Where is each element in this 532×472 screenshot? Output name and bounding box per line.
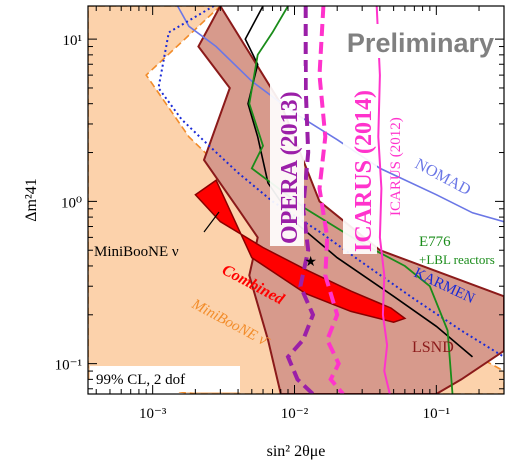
lsnd-label: LSND: [412, 339, 454, 356]
preliminary-backdrop: [338, 24, 498, 58]
miniboone-antineutrino-boundary: [88, 6, 504, 394]
preliminary-label: Preliminary: [347, 28, 494, 58]
cl-note-backdrop: [90, 366, 240, 392]
y-tick-label: 10⁰: [61, 195, 82, 211]
opera-label-backdrop: [270, 66, 304, 246]
icarus-2014-label-backdrop: [343, 66, 377, 254]
x-tick-label: 10⁻²: [281, 406, 309, 422]
x-axis-title: sin² 2θμe: [267, 443, 326, 460]
e776-label: E776: [419, 234, 451, 250]
icarus-2012-label: ICARUS (2012): [388, 117, 404, 216]
miniboone-antineutrino-region: [88, 6, 504, 394]
y-tick-label: 10¹: [63, 33, 83, 49]
axis-ticks: 10⁻³ 10⁻² 10⁻¹ 10⁻¹ 10⁰ 10¹: [55, 6, 504, 422]
miniboone-neutrino-pointer: [203, 211, 220, 233]
opera-label: OPERA (2013): [277, 91, 303, 244]
cl-note: 99% CL, 2 dof: [96, 372, 185, 388]
miniboone-neutrino-label: MiniBooNE ν: [94, 244, 179, 260]
nomad-exclusion-curve: [176, 6, 504, 223]
best-fit-marker: ★: [304, 255, 317, 270]
y-tick-label: 10⁻¹: [55, 358, 82, 374]
icarus-2014-label: ICARUS (2014): [351, 90, 377, 252]
icarus-2014-exclusion-curve: [317, 6, 345, 394]
miniboone-neutrino-curve: [244, 6, 474, 358]
plot-frame: [87, 5, 505, 395]
karmen-exclusion-curve: [157, 6, 504, 358]
opera-2013-exclusion-curve: [285, 6, 316, 394]
e776-sub-label: +LBL reactors: [419, 252, 495, 267]
icarus-2012-exclusion-curve: [375, 6, 391, 394]
x-tick-label: 10⁻³: [139, 406, 167, 422]
x-tick-label: 10⁻¹: [423, 406, 450, 422]
y-axis-title: Δm²41: [23, 178, 40, 222]
